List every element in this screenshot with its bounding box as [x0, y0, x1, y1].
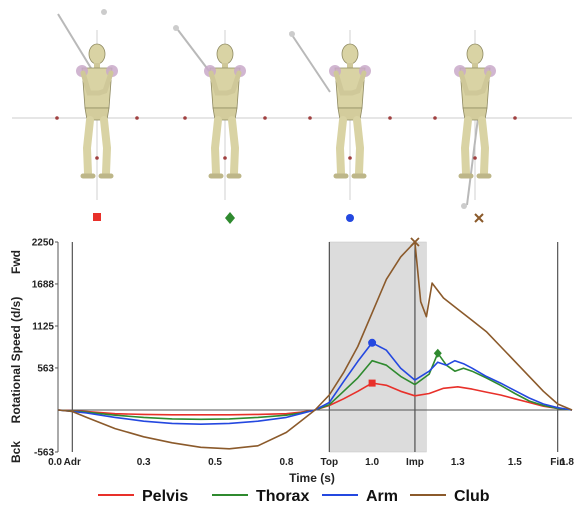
x-tick-label: 1.0 — [365, 457, 379, 468]
y-tick-label: -563 — [34, 448, 54, 459]
peak-markers — [368, 237, 442, 387]
x-tick-label: Adr — [64, 457, 81, 468]
y-tick-label: 563 — [37, 363, 54, 374]
x-tick-label: Fin — [550, 457, 565, 468]
golf-club-1 — [57, 13, 98, 79]
legend-label-club: Club — [454, 488, 490, 505]
golf-club-3 — [289, 31, 331, 93]
legend-item-thorax: Thorax — [212, 488, 309, 505]
y-axis-label: Rotational Speed (d/s) — [9, 297, 23, 424]
arm-phase-marker — [346, 214, 354, 222]
peak-marker-arm — [368, 338, 377, 347]
series-line-thorax — [57, 352, 573, 421]
legend-label-arm: Arm — [366, 488, 398, 505]
legend: Pelvis Thorax Arm Club — [98, 488, 490, 505]
golfer-phase-2 — [173, 25, 267, 200]
legend-item-arm: Arm — [322, 488, 398, 505]
x-axis-label: Time (s) — [289, 471, 335, 485]
x-tick-label: Imp — [406, 457, 424, 468]
x-tick-label: 0.8 — [279, 457, 293, 468]
x-tick-label: 0.0 — [48, 457, 62, 468]
series-line-arm — [57, 341, 573, 426]
event-lines — [71, 242, 559, 452]
downswing-shaded-region — [329, 241, 427, 453]
golfer-phase-1 — [55, 9, 139, 200]
golf-club-4 — [466, 117, 479, 206]
x-tick-label: 1.3 — [451, 457, 465, 468]
legend-label-pelvis: Pelvis — [142, 488, 188, 505]
y-end-label-top: Fwd — [9, 250, 23, 274]
legend-item-pelvis: Pelvis — [98, 488, 188, 505]
x-tick-label: 0.5 — [208, 457, 222, 468]
x-tick-label: 0.3 — [137, 457, 151, 468]
pelvis-phase-marker — [93, 213, 101, 221]
peak-marker-club — [410, 237, 420, 247]
legend-label-thorax: Thorax — [256, 488, 309, 505]
x-tick-label: 1.5 — [508, 457, 522, 468]
series-lines — [57, 241, 573, 450]
y-tick-label: 1125 — [32, 321, 54, 332]
chart: -563 563 1125 1688 2250 0.0 Adr 0.3 0.5 0.8 Top 1.… — [9, 237, 574, 485]
golfer-phase-3 — [289, 30, 392, 200]
y-tick-label: 2250 — [32, 238, 55, 249]
y-tick-label: 1688 — [32, 279, 55, 290]
y-ticks: -563 563 1125 1688 2250 — [32, 238, 58, 459]
club-phase-marker — [474, 213, 484, 223]
golfer-illustration-band — [12, 9, 572, 224]
peak-marker-pelvis — [368, 379, 376, 387]
peak-marker-thorax — [433, 348, 442, 358]
thorax-phase-marker — [225, 212, 235, 224]
golfer-phase-4 — [433, 30, 517, 209]
x-tick-label: Top — [320, 457, 338, 468]
x-tick-label: 1.8 — [560, 457, 574, 468]
legend-item-club: Club — [410, 488, 490, 505]
y-end-label-bottom: Bck — [9, 441, 23, 463]
series-line-club — [57, 241, 573, 450]
